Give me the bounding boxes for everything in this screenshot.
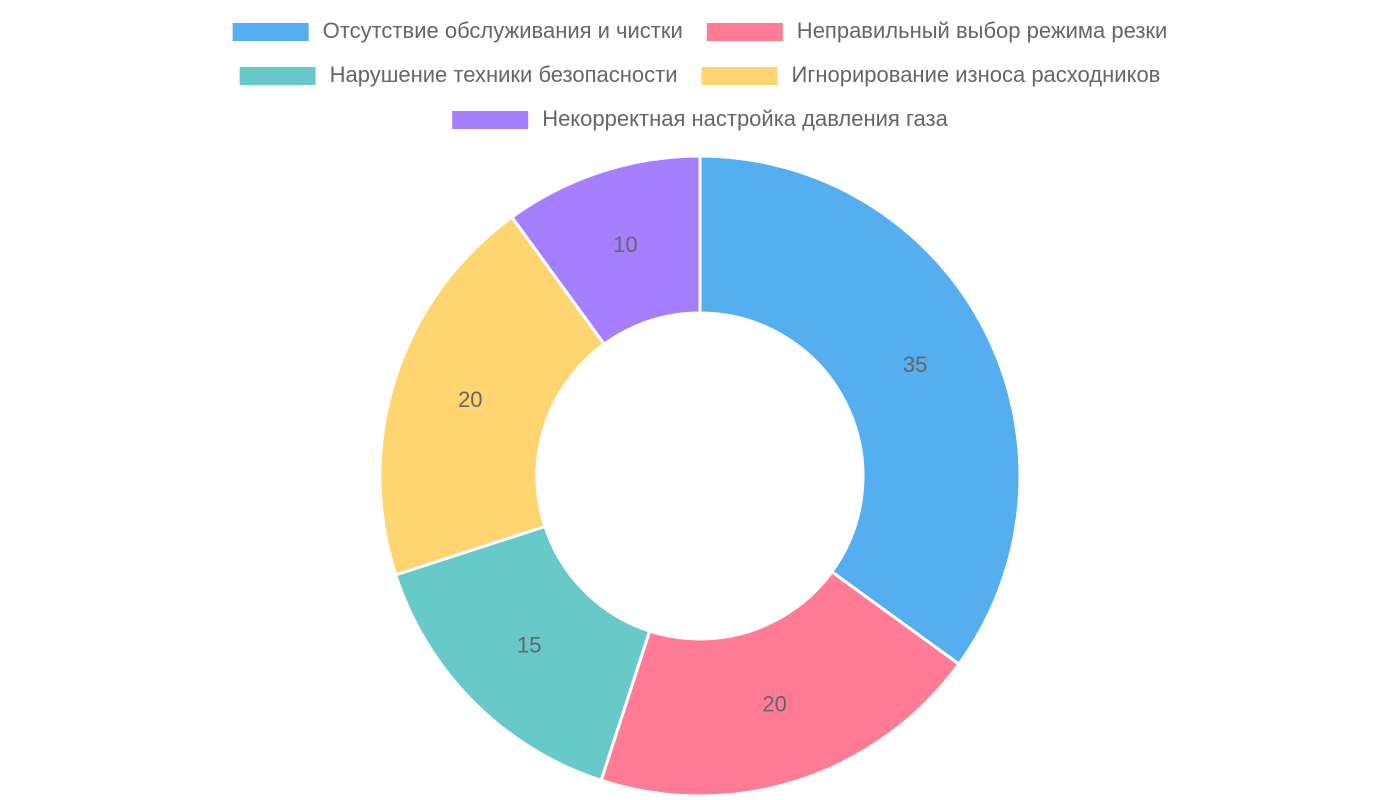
legend-item: Игнорирование износа расходников [701,62,1161,87]
data-label: 35 [903,352,927,377]
legend-label: Неправильный выбор режима резки [797,18,1168,43]
legend-swatch [239,67,316,85]
data-label: 20 [762,691,786,716]
data-label: 10 [613,232,637,257]
legend-swatch [452,111,529,129]
legend-label: Отсутствие обслуживания и чистки [323,18,683,43]
slice [698,154,1022,667]
legend-item: Нарушение техники безопасности [239,62,678,87]
legend-label: Нарушение техники безопасности [330,62,678,87]
legend-item: Неправильный выбор режима резки [706,18,1168,43]
data-label: 20 [458,387,482,412]
slice [378,215,607,577]
legend-item: Некорректная настройка давления газа [452,106,949,131]
slice [599,569,961,798]
data-label: 15 [517,633,541,658]
slice [509,154,702,347]
legend-label: Игнорирование износа расходников [792,62,1161,87]
legend-swatch [232,23,309,41]
legend-swatch [701,67,778,85]
slice [393,524,652,783]
legend-label: Некорректная настройка давления газа [542,106,948,131]
legend-swatch [706,23,783,41]
legend-item: Отсутствие обслуживания и чистки [232,18,683,43]
